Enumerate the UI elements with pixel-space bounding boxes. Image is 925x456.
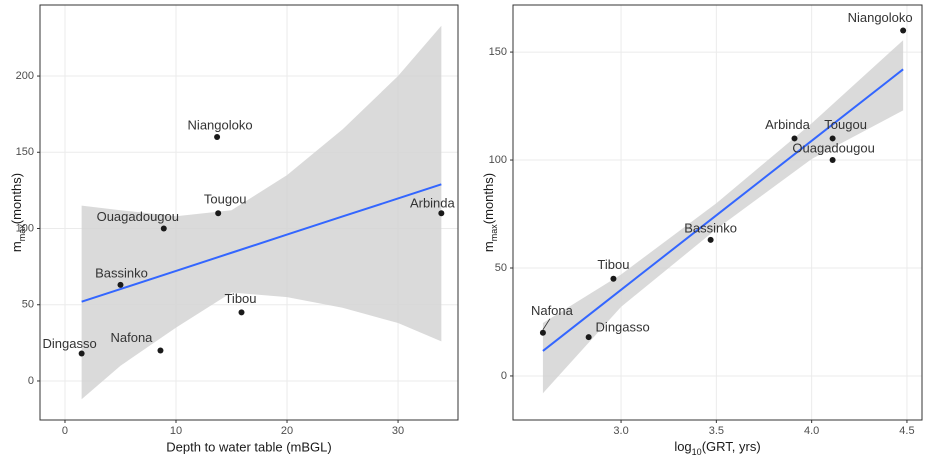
x-axis-label: log10(GRT, yrs) <box>674 439 760 456</box>
x-axis-label-part: log <box>674 439 691 454</box>
y-tick-label: 100 <box>16 222 34 234</box>
point-label: Tougou <box>204 192 247 207</box>
point-label: Niangoloko <box>848 10 913 25</box>
point-label: Ouagadougou <box>792 140 874 155</box>
point-label: Ouagadougou <box>97 209 179 224</box>
point <box>214 134 221 141</box>
y-axis-label: mmax(months) <box>9 173 27 252</box>
plot-border <box>512 4 923 421</box>
y-axis-label-sub: max <box>489 224 499 242</box>
point-label: Bassinko <box>684 220 737 235</box>
y-tick-label: 100 <box>489 154 507 166</box>
panel: 0 50 100 150 3.0 3.5 4.0 4.5 Nafona Dingasso Tibou… <box>481 4 923 456</box>
point <box>238 309 245 316</box>
point <box>157 347 164 354</box>
y-tick-label: 150 <box>489 46 507 58</box>
y-axis-label-part: m <box>481 241 496 252</box>
confidence-band <box>81 25 442 400</box>
point-label: Bassinko <box>95 265 148 280</box>
y-axis-label-part: (months) <box>9 173 24 224</box>
point <box>160 225 167 232</box>
y-tick-label: 0 <box>501 370 507 382</box>
point <box>791 135 798 142</box>
point-label: Tibou <box>597 257 629 272</box>
point-label: Dingasso <box>596 320 650 335</box>
label-leader <box>542 318 551 330</box>
x-axis-label-part: (GRT, yrs) <box>702 439 761 454</box>
y-axis-label-sub: max <box>17 224 27 242</box>
point <box>829 157 836 164</box>
confidence-band <box>542 40 904 394</box>
y-tick-label: 0 <box>28 375 34 387</box>
x-tick-label: 10 <box>170 425 182 437</box>
point <box>707 236 714 243</box>
x-tick-label: 30 <box>392 425 404 437</box>
point-label: Arbinda <box>410 196 456 211</box>
fit-line <box>542 68 904 352</box>
fit-line <box>81 183 442 303</box>
x-tick-label: 20 <box>281 425 293 437</box>
point <box>585 334 592 341</box>
point-label: Nafona <box>531 303 574 318</box>
point <box>78 350 85 357</box>
y-tick-label: 150 <box>16 146 34 158</box>
x-tick-label: 4.0 <box>804 425 819 437</box>
point-label: Arbinda <box>765 117 811 132</box>
point-label: Tibou <box>224 291 256 306</box>
point <box>438 210 445 217</box>
point-label: Dingasso <box>43 336 97 351</box>
point <box>539 329 546 336</box>
point <box>900 27 907 34</box>
y-tick-label: 200 <box>16 70 34 82</box>
y-axis-label: mmax(months) <box>481 173 499 252</box>
plot-border <box>39 4 459 421</box>
x-tick-label: 0 <box>62 425 68 437</box>
y-tick-label: 50 <box>495 262 507 274</box>
x-axis-label: Depth to water table (mBGL) <box>166 439 331 454</box>
panel: 0 50 100 150 200 0 10 20 30 Dingasso Nafona Bassink… <box>9 4 459 454</box>
point-label: Nafona <box>110 330 153 345</box>
point-label: Tougou <box>824 117 867 132</box>
x-axis-label-sub: 10 <box>692 447 702 456</box>
point <box>215 210 222 217</box>
x-tick-label: 4.5 <box>899 425 914 437</box>
y-axis-label-part: m <box>9 241 24 252</box>
x-tick-label: 3.5 <box>709 425 724 437</box>
point <box>117 281 124 288</box>
y-axis-label-part: (months) <box>481 173 496 224</box>
point <box>610 275 617 282</box>
point <box>829 135 836 142</box>
point-label: Niangoloko <box>188 117 253 132</box>
x-tick-label: 3.0 <box>613 425 628 437</box>
y-tick-label: 50 <box>22 299 34 311</box>
